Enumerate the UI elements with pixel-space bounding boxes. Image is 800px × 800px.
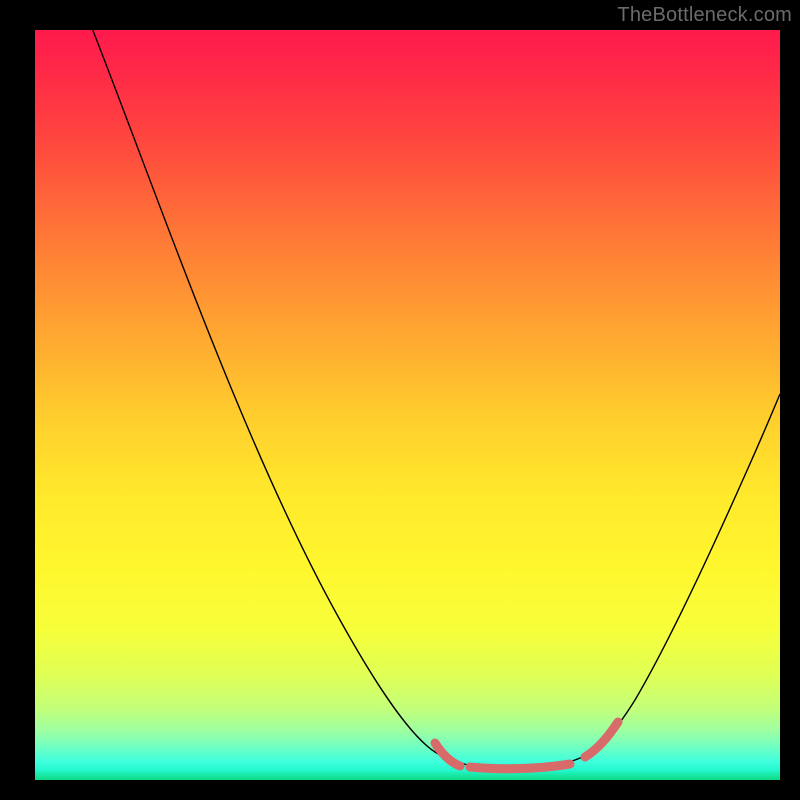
stage: TheBottleneck.com	[0, 0, 800, 800]
chart-svg	[0, 0, 800, 800]
plot-background	[35, 30, 780, 780]
plateau-flat	[470, 764, 570, 769]
watermark-text: TheBottleneck.com	[617, 4, 792, 27]
